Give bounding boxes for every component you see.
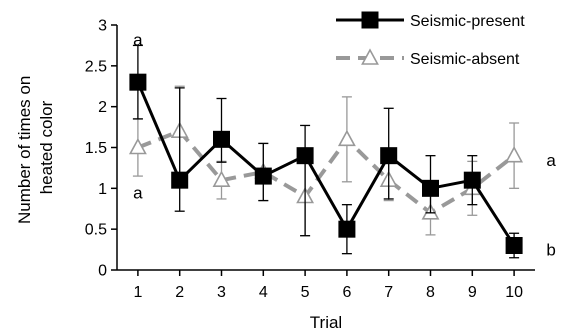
- x-tick-label: 8: [426, 284, 435, 301]
- significance-letter: b: [546, 241, 555, 260]
- x-tick-label: 9: [468, 284, 477, 301]
- y-tick-label: 0.5: [85, 222, 107, 239]
- x-tick-label: 1: [133, 284, 142, 301]
- legend-label: Seismic-absent: [410, 51, 520, 68]
- y-tick-label: 2.5: [85, 58, 107, 75]
- data-point-square: [171, 171, 189, 189]
- x-tick-label: 3: [217, 284, 226, 301]
- legend-label: Seismic-present: [410, 13, 525, 30]
- x-tick-label: 10: [505, 284, 523, 301]
- data-point-triangle: [505, 145, 524, 163]
- y-axis-title: Number of times on heated color: [15, 71, 56, 224]
- data-point-square: [296, 147, 314, 165]
- x-axis-title: Trial: [310, 313, 342, 332]
- data-point-square: [338, 220, 356, 238]
- data-point-square: [254, 167, 272, 185]
- significance-letter: a: [546, 151, 556, 170]
- data-point-square: [463, 171, 481, 189]
- x-tick-label: 7: [384, 284, 393, 301]
- data-point-square: [505, 237, 523, 254]
- y-axis-title-line-1: Number of times on: [15, 76, 34, 224]
- series-line: [137, 129, 516, 215]
- legend-entry: Seismic-absent: [336, 48, 520, 68]
- annotations: a a a b: [133, 31, 556, 260]
- legend-marker-square: [361, 11, 379, 29]
- data-point-triangle: [128, 137, 147, 155]
- legend-marker-triangle: [361, 48, 379, 65]
- data-point-triangle: [337, 129, 356, 147]
- y-axis-title-line-2: heated color: [37, 100, 56, 194]
- data-point-square: [422, 179, 439, 197]
- y-tick-label: 1.5: [85, 140, 107, 157]
- data-point-triangle: [212, 170, 231, 187]
- x-tick-label: 4: [259, 284, 268, 301]
- legend: Seismic-present Seismic-absent: [336, 11, 525, 68]
- series-line: [136, 81, 516, 247]
- series-seismic-absent: [128, 85, 524, 237]
- significance-letter: a: [133, 183, 143, 202]
- y-tick-label: 3: [98, 18, 107, 35]
- x-tick-label: 6: [342, 284, 351, 301]
- x-axis-ticks: 1 2 3 4 5 6 7 8 9 10: [133, 270, 523, 301]
- y-tick-label: 1: [98, 181, 107, 198]
- data-point-square: [213, 130, 230, 148]
- y-tick-label: 2: [98, 99, 107, 116]
- legend-entry: Seismic-present: [336, 11, 525, 30]
- series-layer: [128, 44, 524, 259]
- data-point-square: [380, 147, 398, 165]
- y-tick-label: 0: [98, 263, 107, 280]
- x-tick-label: 2: [175, 284, 184, 301]
- significance-letter: a: [133, 31, 143, 50]
- data-point-square: [129, 73, 147, 91]
- y-axis-ticks: 0 0.5 1 1.5 2 2.5 3: [85, 18, 117, 280]
- x-tick-label: 5: [301, 284, 310, 301]
- series-seismic-present: [129, 44, 523, 259]
